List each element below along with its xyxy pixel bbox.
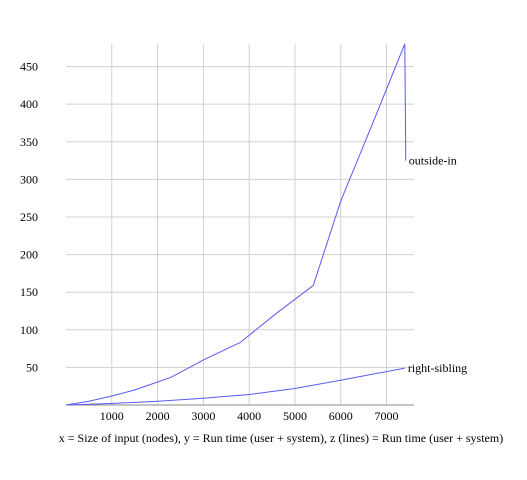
y-tick-label-400: 400 [20,97,38,111]
series-line-right-sibling [65,367,405,406]
grid [66,44,414,405]
y-tick-label-350: 350 [20,135,38,149]
y-tick-label-300: 300 [20,172,38,186]
y-tick-label-450: 450 [20,60,38,74]
series-label-outside-in: outside-in [409,154,457,168]
y-tick-label-50: 50 [26,360,38,374]
x-tick-label-5000: 5000 [283,409,307,423]
y-tick-label-100: 100 [20,323,38,337]
y-tick-label-200: 200 [20,248,38,262]
x-tick-label-3000: 3000 [191,409,215,423]
x-tick-label-7000: 7000 [375,409,399,423]
x-tick-label-1000: 1000 [100,409,124,423]
x-tick-label-6000: 6000 [329,409,353,423]
tick-labels: 1000 2000 3000 4000 5000 6000 7000 50 100 150 200 2… [20,60,399,423]
series-label-right-sibling: right-sibling [408,361,467,375]
series-lines [65,43,407,406]
series-labels: outside-in right-sibling [408,154,467,376]
series-line-outside-in [65,43,407,406]
x-axis-caption: x = Size of input (nodes), y = Run time … [59,431,503,445]
y-tick-label-150: 150 [20,285,38,299]
y-tick-label-250: 250 [20,210,38,224]
x-tick-label-2000: 2000 [146,409,170,423]
x-tick-label-4000: 4000 [237,409,261,423]
